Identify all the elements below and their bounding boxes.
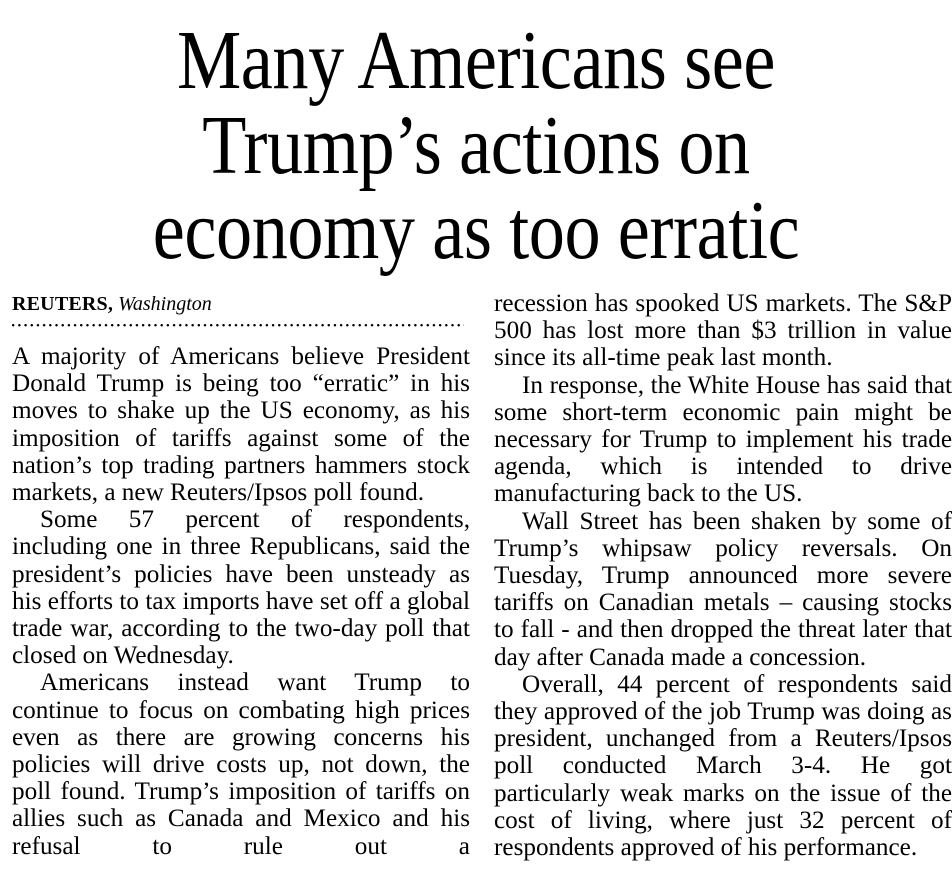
paragraph: In response, the White House has said th…	[494, 371, 952, 508]
newspaper-article-page: Many Americans see Trump’s actions on ec…	[12, 0, 952, 861]
byline-block: REUTERS, Washington	[12, 292, 470, 327]
dotted-divider	[12, 324, 464, 327]
paragraph: A majority of Americans believe Presiden…	[12, 343, 470, 507]
column-left: A majority of Americans believe Presiden…	[12, 290, 470, 887]
headline-line-1: Many Americans see	[176, 14, 776, 107]
headline-line-2: Trump’s actions on	[202, 99, 750, 192]
byline: REUTERS, Washington	[12, 292, 470, 316]
paragraph: Some 57 percent of respondents, includin…	[12, 506, 470, 670]
byline-source: REUTERS,	[12, 293, 114, 315]
page-title: Many Americans see Trump’s actions on ec…	[75, 0, 877, 273]
byline-location: Washington	[118, 293, 212, 315]
paragraph: Americans instead want Trump to continue…	[12, 669, 470, 860]
headline-line-3: economy as too erratic	[152, 184, 800, 277]
paragraph: Overall, 44 percent of respondents said …	[494, 670, 952, 862]
paragraph: recession has spooked US markets. The S&…	[494, 290, 952, 372]
column-right: recession has spooked US markets. The S&…	[494, 290, 952, 861]
paragraph: Wall Street has been shaken by some of T…	[494, 507, 952, 671]
article-body: A majority of Americans believe Presiden…	[12, 290, 952, 870]
